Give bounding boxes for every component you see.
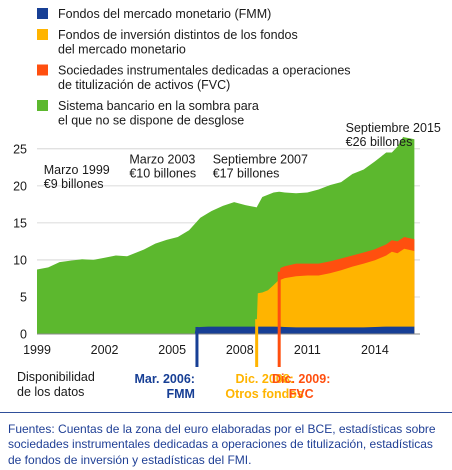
period-annotation: €9 billones	[44, 177, 104, 191]
marker-label: Mar. 2006:	[134, 372, 194, 386]
x-tick-label: 2008	[226, 343, 254, 357]
period-annotation: Marzo 1999	[44, 163, 110, 177]
y-tick-label: 10	[13, 253, 27, 267]
legend-label: Fondos del mercado monetario (FMM)	[58, 7, 271, 21]
marker-label: Dic. 2008:	[235, 372, 293, 386]
x-tick-label: 2005	[158, 343, 186, 357]
plot-areas	[37, 136, 415, 334]
marker-label: Dic. 2009:	[272, 372, 330, 386]
x-tick-label: 1999	[23, 343, 51, 357]
legend-label: Fondos de inversión distintos de los fon…	[58, 28, 298, 42]
legend-swatch	[37, 8, 48, 19]
legend-swatch	[37, 64, 48, 76]
area-funds	[256, 248, 415, 334]
y-tick-label: 0	[20, 328, 27, 342]
y-tick-label: 25	[13, 142, 27, 156]
x-tick-label: 2014	[361, 343, 389, 357]
area-fmm	[194, 326, 415, 334]
marker-label: FVC	[289, 387, 314, 401]
period-annotation: €10 billones	[129, 167, 196, 181]
x-tick-label: 2011	[294, 343, 321, 357]
legend-swatch	[37, 29, 48, 40]
period-annotation: €26 billones	[346, 135, 413, 149]
marker-label: FMM	[166, 387, 194, 401]
source-note: Fuentes: Cuentas de la zona del euro ela…	[0, 412, 452, 470]
period-annotation: Septiembre 2007	[213, 153, 308, 167]
legend-swatch	[37, 100, 48, 111]
legend-label: Sistema bancario en la sombra para	[58, 99, 259, 113]
y-tick-label: 5	[20, 290, 27, 304]
legend-label: de titulización de activos (FVC)	[58, 78, 230, 92]
period-annotation: Marzo 2003	[129, 153, 195, 167]
availability-label: de los datos	[17, 385, 84, 399]
legend-label: el que no se dispone de desglose	[58, 114, 244, 128]
y-tick-label: 15	[13, 216, 27, 230]
x-tick-label: 2002	[91, 343, 119, 357]
legend-label: del mercado monetario	[58, 43, 186, 57]
availability-label: Disponibilidad	[17, 370, 95, 384]
period-annotation: Septiembre 2015	[346, 121, 441, 135]
shadow-banking-chart: Fondos del mercado monetario (FMM) Fondos…	[13, 7, 441, 401]
y-tick-label: 20	[13, 179, 27, 193]
legend-label: Sociedades instrumentales dedicadas a op…	[58, 64, 351, 78]
marker-label: Otros fondos	[225, 387, 304, 401]
period-annotation: €17 billones	[213, 167, 280, 181]
